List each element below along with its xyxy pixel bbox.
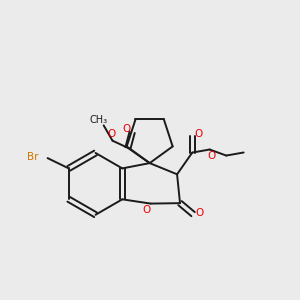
Text: CH₃: CH₃ xyxy=(89,115,107,125)
Text: Br: Br xyxy=(27,152,39,162)
Text: O: O xyxy=(107,129,115,139)
Text: O: O xyxy=(207,151,215,161)
Text: O: O xyxy=(195,208,204,218)
Text: O: O xyxy=(142,205,150,215)
Text: O: O xyxy=(123,124,131,134)
Text: O: O xyxy=(194,129,202,139)
